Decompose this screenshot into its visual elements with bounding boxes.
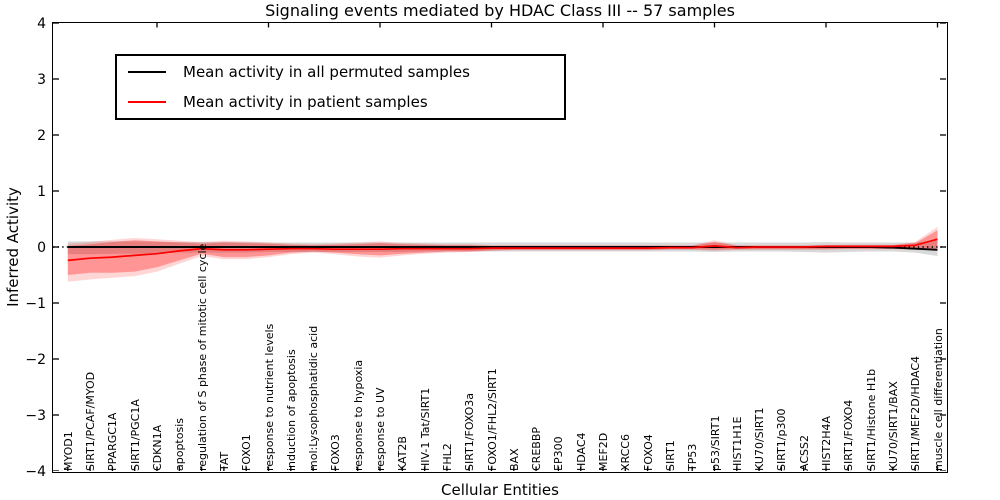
x-tick-label: KAT2B xyxy=(396,436,410,471)
y-tick-label: −2 xyxy=(25,351,46,368)
x-tick-label: SIRT1 xyxy=(663,440,677,471)
legend-item-patient: Mean activity in patient samples xyxy=(117,87,564,117)
x-tick-label: MEF2D xyxy=(597,432,610,471)
x-tick-label: SIRT1/p300 xyxy=(775,408,789,471)
y-tick-label: 1 xyxy=(37,183,46,200)
x-tick-label: induction of apoptosis xyxy=(284,349,298,471)
y-tick-label: 3 xyxy=(37,71,46,88)
axis-ticks xyxy=(53,23,946,471)
x-tick-label: HIV-1 Tat/SIRT1 xyxy=(418,387,432,471)
x-tick-label: SIRT1/Histone H1b xyxy=(864,368,878,471)
y-tick-label: 4 xyxy=(37,15,46,32)
band-patient-samples-range-outer xyxy=(67,226,938,282)
x-tick-label: ACSS2 xyxy=(797,435,811,471)
plot-area: Mean activity in all permuted samples Me… xyxy=(52,22,948,473)
x-tick-label: apoptosis xyxy=(173,418,187,471)
y-tick-label: 0 xyxy=(37,239,46,256)
x-tick-label: mol:Lysophosphatidic acid xyxy=(307,325,321,471)
legend-item-permuted: Mean activity in all permuted samples xyxy=(117,57,564,87)
x-tick-label: TP53 xyxy=(686,443,700,471)
x-tick-label: TAT xyxy=(217,451,231,471)
x-tick-label: FOXO1 xyxy=(240,434,254,471)
x-tick-label: CREBBP xyxy=(530,427,544,471)
x-tick-label: p53/SIRT1 xyxy=(708,415,722,471)
x-tick-label: SIRT1/FOXO4 xyxy=(842,399,856,471)
x-tick-label: HDAC4 xyxy=(574,432,588,471)
legend-label-patient: Mean activity in patient samples xyxy=(183,93,428,111)
x-tick-label: PPARGC1A xyxy=(106,412,120,471)
x-tick-label: response to nutrient levels xyxy=(262,323,276,471)
x-tick-label: EP300 xyxy=(552,436,566,471)
y-tick-label: −4 xyxy=(25,463,46,480)
x-tick-label: XRCC6 xyxy=(619,434,633,471)
x-tick-label: FOXO4 xyxy=(641,434,655,471)
chart-canvas xyxy=(53,23,946,471)
x-tick-label: FOXO3 xyxy=(329,434,343,471)
x-tick-label: FOXO1/FHL2/SIRT1 xyxy=(485,368,499,471)
legend-line-permuted xyxy=(128,71,166,73)
x-tick-label: SIRT1/PCAF/MYOD xyxy=(84,371,98,471)
chart-title: Signaling events mediated by HDAC Class … xyxy=(265,1,735,20)
legend-line-patient xyxy=(128,101,166,103)
x-tick-label: SIRT1/MEF2D/HDAC4 xyxy=(909,356,923,471)
x-axis-label: Cellular Entities xyxy=(441,481,559,499)
x-tick-label: FHL2 xyxy=(440,443,454,471)
x-tick-label: KU70/SIRT1/BAX xyxy=(886,381,900,471)
x-tick-label: MYOD1 xyxy=(61,431,75,471)
x-tick-label: regulation of S phase of mitotic cell cy… xyxy=(195,243,209,471)
y-tick-label: −1 xyxy=(25,295,46,312)
x-tick-label: BAX xyxy=(507,448,521,471)
x-tick-label: response to hypoxia xyxy=(351,359,365,471)
y-tick-label: −3 xyxy=(25,407,46,424)
legend: Mean activity in all permuted samples Me… xyxy=(115,54,566,120)
x-tick-label: muscle cell differentiation xyxy=(931,328,945,471)
band-patient-samples-range-inner xyxy=(67,230,938,275)
legend-label-permuted: Mean activity in all permuted samples xyxy=(183,63,470,81)
x-tick-label: SIRT1/PGC1A xyxy=(128,399,142,471)
x-tick-label: SIRT1/FOXO3a xyxy=(463,392,477,471)
x-tick-label: HIST2H4A xyxy=(820,415,833,471)
x-tick-label: response to UV xyxy=(374,387,387,471)
y-tick-label: 2 xyxy=(37,127,46,144)
x-tick-label: CDKN1A xyxy=(151,424,164,471)
x-tick-label: KU70/SIRT1 xyxy=(753,407,767,471)
x-tick-label: HIST1H1E xyxy=(730,416,744,471)
series-line-patient xyxy=(67,238,938,262)
